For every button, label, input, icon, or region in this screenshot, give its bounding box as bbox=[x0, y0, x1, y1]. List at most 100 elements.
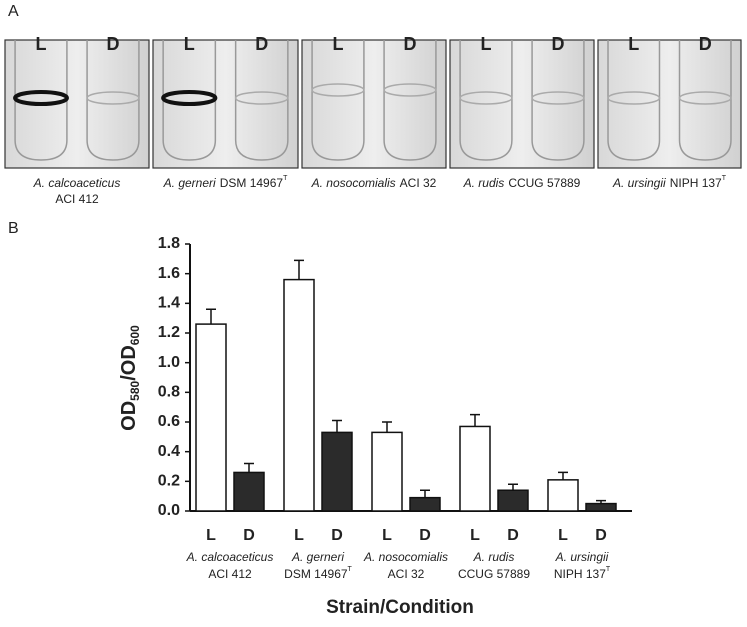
bar bbox=[283, 278, 315, 512]
text-part: ACI 32 bbox=[400, 176, 437, 190]
text-part: ACI 412 bbox=[55, 192, 99, 206]
category-label: A. rudis bbox=[473, 550, 515, 564]
x-axis-title: Strain/Condition bbox=[326, 597, 474, 618]
text-part: DSM 14967 bbox=[220, 176, 284, 190]
category-label: ACI 412 bbox=[208, 567, 252, 581]
text-part: /OD bbox=[118, 345, 140, 381]
biofilm-ring bbox=[86, 91, 140, 105]
photo-caption: A. calcoaceticus bbox=[33, 176, 121, 190]
text-part: T bbox=[606, 566, 611, 573]
text-part: A. calcoaceticus bbox=[186, 550, 274, 564]
x-tick-label: L bbox=[382, 527, 392, 544]
tube-label: D bbox=[552, 34, 565, 54]
tube-label: D bbox=[404, 34, 417, 54]
error-bar bbox=[508, 483, 518, 491]
error-bar bbox=[596, 499, 606, 504]
biofilm-ring bbox=[161, 90, 218, 106]
panel-label: A bbox=[8, 3, 19, 20]
error-bar bbox=[206, 308, 216, 325]
text-part: CCUG 57889 bbox=[508, 176, 580, 190]
y-tick-label: 0.6 bbox=[158, 413, 180, 430]
photo bbox=[301, 39, 447, 169]
category-label: A. calcoaceticus bbox=[186, 550, 274, 564]
tube bbox=[459, 40, 513, 161]
category-label: NIPH 137T bbox=[554, 566, 611, 581]
tube-label: L bbox=[481, 34, 492, 54]
category-label: DSM 14967T bbox=[284, 566, 352, 581]
category-label: ACI 32 bbox=[388, 567, 425, 581]
y-tick-label: 0.2 bbox=[158, 473, 180, 490]
biofilm-ring bbox=[383, 83, 437, 97]
bar bbox=[233, 471, 265, 512]
text-part: OD bbox=[118, 401, 140, 431]
tube-label: D bbox=[255, 34, 268, 54]
photo bbox=[449, 39, 595, 169]
text-part: A. calcoaceticus bbox=[33, 176, 121, 190]
text-part: T bbox=[348, 566, 353, 573]
error-bar bbox=[420, 489, 430, 498]
tube-label: D bbox=[699, 34, 712, 54]
bar bbox=[585, 502, 617, 512]
x-tick-label: L bbox=[206, 527, 216, 544]
biofilm-ring bbox=[678, 91, 732, 105]
x-tick-label: D bbox=[595, 527, 607, 544]
category-label: A. nosocomialis bbox=[363, 550, 448, 564]
text-part: ACI 32 bbox=[388, 567, 425, 581]
x-tick-label: L bbox=[470, 527, 480, 544]
tube bbox=[383, 40, 437, 161]
photo-caption: A. rudis CCUG 57889 bbox=[463, 176, 581, 190]
biofilm-ring bbox=[607, 91, 661, 105]
bar bbox=[195, 323, 227, 512]
x-tick-label: D bbox=[243, 527, 255, 544]
text-part: A. rudis bbox=[473, 550, 515, 564]
error-bar bbox=[470, 413, 480, 427]
category-label: A. gerneri bbox=[291, 550, 344, 564]
photo-caption: ACI 412 bbox=[55, 192, 99, 206]
text-part: A. ursingii bbox=[612, 176, 666, 190]
text-part: CCUG 57889 bbox=[458, 567, 530, 581]
text-part: T bbox=[283, 175, 288, 182]
tube bbox=[162, 40, 217, 161]
tube bbox=[531, 40, 585, 161]
photo-caption: A. gerneri DSM 14967T bbox=[163, 175, 288, 190]
x-tick-label: L bbox=[558, 527, 568, 544]
text-part: ACI 412 bbox=[208, 567, 252, 581]
tube bbox=[86, 40, 140, 161]
biofilm-ring bbox=[311, 83, 365, 97]
error-bar bbox=[332, 419, 342, 433]
bar bbox=[459, 425, 491, 512]
y-tick-label: 1.2 bbox=[158, 324, 180, 341]
tube-label: L bbox=[628, 34, 639, 54]
tube-label: L bbox=[36, 34, 47, 54]
tube bbox=[607, 40, 661, 161]
text-part: A. gerneri bbox=[291, 550, 344, 564]
x-tick-label: L bbox=[294, 527, 304, 544]
biofilm-ring bbox=[459, 91, 513, 105]
y-tick-label: 0.0 bbox=[158, 502, 180, 519]
error-bar bbox=[558, 471, 568, 480]
y-axis-title: OD580/OD600 bbox=[118, 325, 142, 431]
biofilm-ring bbox=[531, 91, 585, 105]
bar bbox=[547, 479, 579, 512]
text-part: A. gerneri bbox=[163, 176, 216, 190]
biofilm-ring bbox=[234, 91, 289, 105]
bar bbox=[497, 489, 529, 512]
y-tick-label: 0.4 bbox=[158, 443, 180, 460]
text-part: A. nosocomialis bbox=[363, 550, 448, 564]
tube-label: L bbox=[333, 34, 344, 54]
photo bbox=[597, 39, 742, 169]
error-bar bbox=[294, 259, 304, 280]
bar bbox=[371, 431, 403, 512]
tube bbox=[678, 40, 732, 161]
text-part: NIPH 137 bbox=[670, 176, 722, 190]
biofilm-ring bbox=[13, 90, 69, 106]
category-label: CCUG 57889 bbox=[458, 567, 530, 581]
tube-label: L bbox=[184, 34, 195, 54]
x-tick-label: D bbox=[507, 527, 519, 544]
panel-label: B bbox=[8, 220, 19, 237]
tube bbox=[311, 40, 365, 161]
x-tick-label: D bbox=[331, 527, 343, 544]
text-part: DSM 14967 bbox=[284, 567, 348, 581]
category-label: A. ursingii bbox=[555, 550, 609, 564]
bar bbox=[321, 431, 353, 512]
